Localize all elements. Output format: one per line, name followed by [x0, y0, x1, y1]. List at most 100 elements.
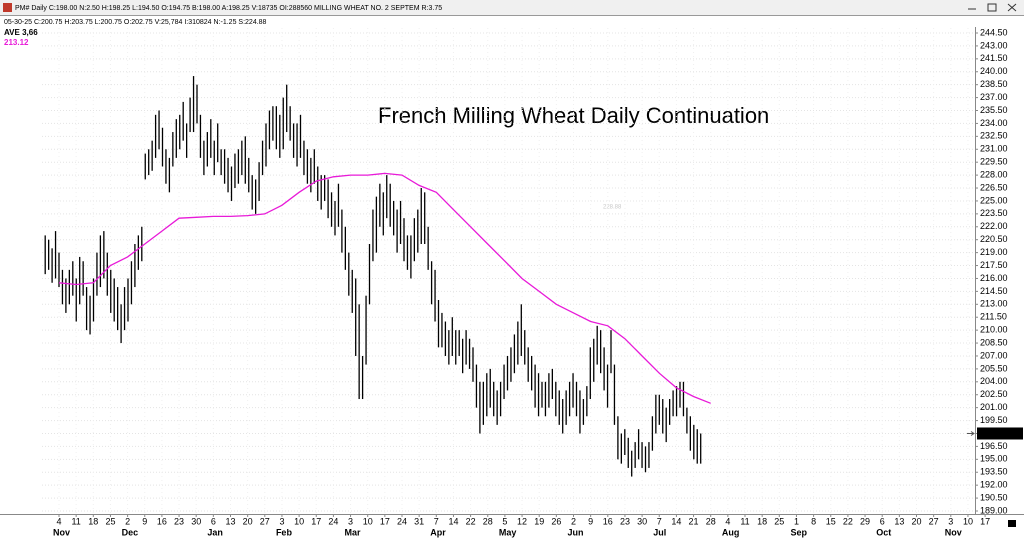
x-tick-label: 9	[142, 516, 147, 526]
x-tick-label: 20	[911, 516, 921, 526]
x-tick-label: 26	[551, 516, 561, 526]
y-tick-label: 207.00	[980, 350, 1008, 360]
x-tick-label: 4	[725, 516, 730, 526]
y-tick-label: 211.50	[980, 312, 1007, 322]
indicator-value: 213.12	[4, 38, 29, 47]
y-tick-label: 244.50	[980, 27, 1008, 37]
y-tick-label: 210.00	[980, 325, 1008, 335]
y-tick-label: 237.00	[980, 92, 1008, 102]
x-tick-label: 15	[826, 516, 836, 526]
x-tick-label: 2	[125, 516, 130, 526]
y-tick-label: 225.00	[980, 195, 1008, 205]
x-tick-label: 11	[71, 516, 80, 526]
y-tick-label: 199.50	[980, 415, 1008, 425]
x-tick-label: 27	[260, 516, 270, 526]
x-tick-label: 17	[980, 516, 990, 526]
x-tick-label: 14	[671, 516, 681, 526]
last-price-label: 198.00	[980, 428, 1008, 438]
x-tick-label: 12	[517, 516, 527, 526]
status-line: 05-30-25 C:200.75 H:203.75 L:200.75 O:20…	[4, 19, 267, 26]
hover-label: 228.88	[603, 205, 622, 211]
x-tick-label: 22	[843, 516, 853, 526]
month-label: Nov	[53, 527, 70, 537]
x-tick-label: 30	[191, 516, 201, 526]
y-tick-label: 192.00	[980, 480, 1008, 490]
x-tick-label: 27	[929, 516, 939, 526]
x-tick-label: 10	[963, 516, 973, 526]
y-tick-label: 238.50	[980, 79, 1008, 89]
x-tick-label: 24	[397, 516, 407, 526]
month-label: Dec	[122, 527, 139, 537]
maximize-button[interactable]	[987, 3, 997, 12]
month-label: Feb	[276, 527, 293, 537]
y-tick-label: 240.00	[980, 66, 1008, 76]
x-tick-label: 13	[894, 516, 904, 526]
x-tick-label: 30	[637, 516, 647, 526]
month-label: Aug	[722, 527, 740, 537]
month-label: Oct	[876, 527, 891, 537]
x-tick-label: 18	[88, 516, 98, 526]
x-tick-label: 28	[483, 516, 493, 526]
x-tick-label: 3	[948, 516, 953, 526]
x-tick-label: 23	[620, 516, 630, 526]
y-tick-label: 190.50	[980, 492, 1008, 502]
x-tick-label: 25	[774, 516, 784, 526]
x-tick-label: 3	[279, 516, 284, 526]
month-label: Apr	[430, 527, 446, 537]
x-tick-label: 8	[811, 516, 816, 526]
indicator-setting: 3,66	[22, 28, 38, 37]
moving-average	[58, 172, 711, 404]
quote-line: PM# Daily C:198.00 N:2.50 H:198.25 L:194…	[15, 5, 442, 12]
y-tick-label: 217.50	[980, 260, 1008, 270]
x-tick-label: 4	[56, 516, 61, 526]
y-tick-label: 204.00	[980, 376, 1008, 386]
x-tick-label: 22	[466, 516, 476, 526]
y-tick-label: 222.00	[980, 221, 1008, 231]
y-tick-label: 214.50	[980, 286, 1008, 296]
y-tick-label: 231.00	[980, 144, 1008, 154]
x-tick-label: 3	[348, 516, 353, 526]
title-bar	[0, 0, 1024, 15]
indicator-label: AVE 3,66	[4, 28, 38, 37]
x-tick-label: 16	[157, 516, 167, 526]
y-tick-label: 202.50	[980, 389, 1008, 399]
x-tick-label: 18	[757, 516, 767, 526]
x-tick-label: 7	[657, 516, 662, 526]
x-tick-label: 24	[328, 516, 338, 526]
month-label: Sep	[790, 527, 807, 537]
y-tick-label: 193.50	[980, 467, 1008, 477]
x-tick-label: 2	[571, 516, 576, 526]
x-tick-label: 10	[363, 516, 373, 526]
x-tick-label: 23	[174, 516, 184, 526]
app-icon	[3, 3, 12, 12]
x-tick-label: 29	[860, 516, 870, 526]
y-tick-label: 196.50	[980, 441, 1008, 451]
x-tick-label: 20	[243, 516, 253, 526]
y-tick-label: 234.00	[980, 118, 1008, 128]
last-price-box	[977, 427, 1023, 440]
x-tick-label: 10	[294, 516, 304, 526]
x-tick-label: 1	[794, 516, 799, 526]
y-tick-label: 235.50	[980, 105, 1008, 115]
x-tick-label: 28	[706, 516, 716, 526]
month-label: May	[499, 527, 517, 537]
x-tick-label: 13	[225, 516, 235, 526]
x-tick-label: 9	[588, 516, 593, 526]
window-buttons[interactable]	[968, 3, 1017, 12]
y-tick-label: 226.50	[980, 182, 1008, 192]
month-label: Jul	[653, 527, 666, 537]
y-tick-label: 216.00	[980, 273, 1008, 283]
close-button[interactable]	[1007, 3, 1017, 12]
x-tick-label: 7	[434, 516, 439, 526]
y-tick-label: 213.00	[980, 299, 1008, 309]
x-tick-label: 17	[380, 516, 390, 526]
month-label: Nov	[945, 527, 962, 537]
y-tick-label: 220.50	[980, 234, 1008, 244]
y-tick-label: 201.00	[980, 402, 1008, 412]
x-tick-label: 6	[880, 516, 885, 526]
scroll-button[interactable]	[1008, 520, 1016, 527]
y-tick-label: 228.00	[980, 169, 1008, 179]
grid	[42, 28, 986, 514]
